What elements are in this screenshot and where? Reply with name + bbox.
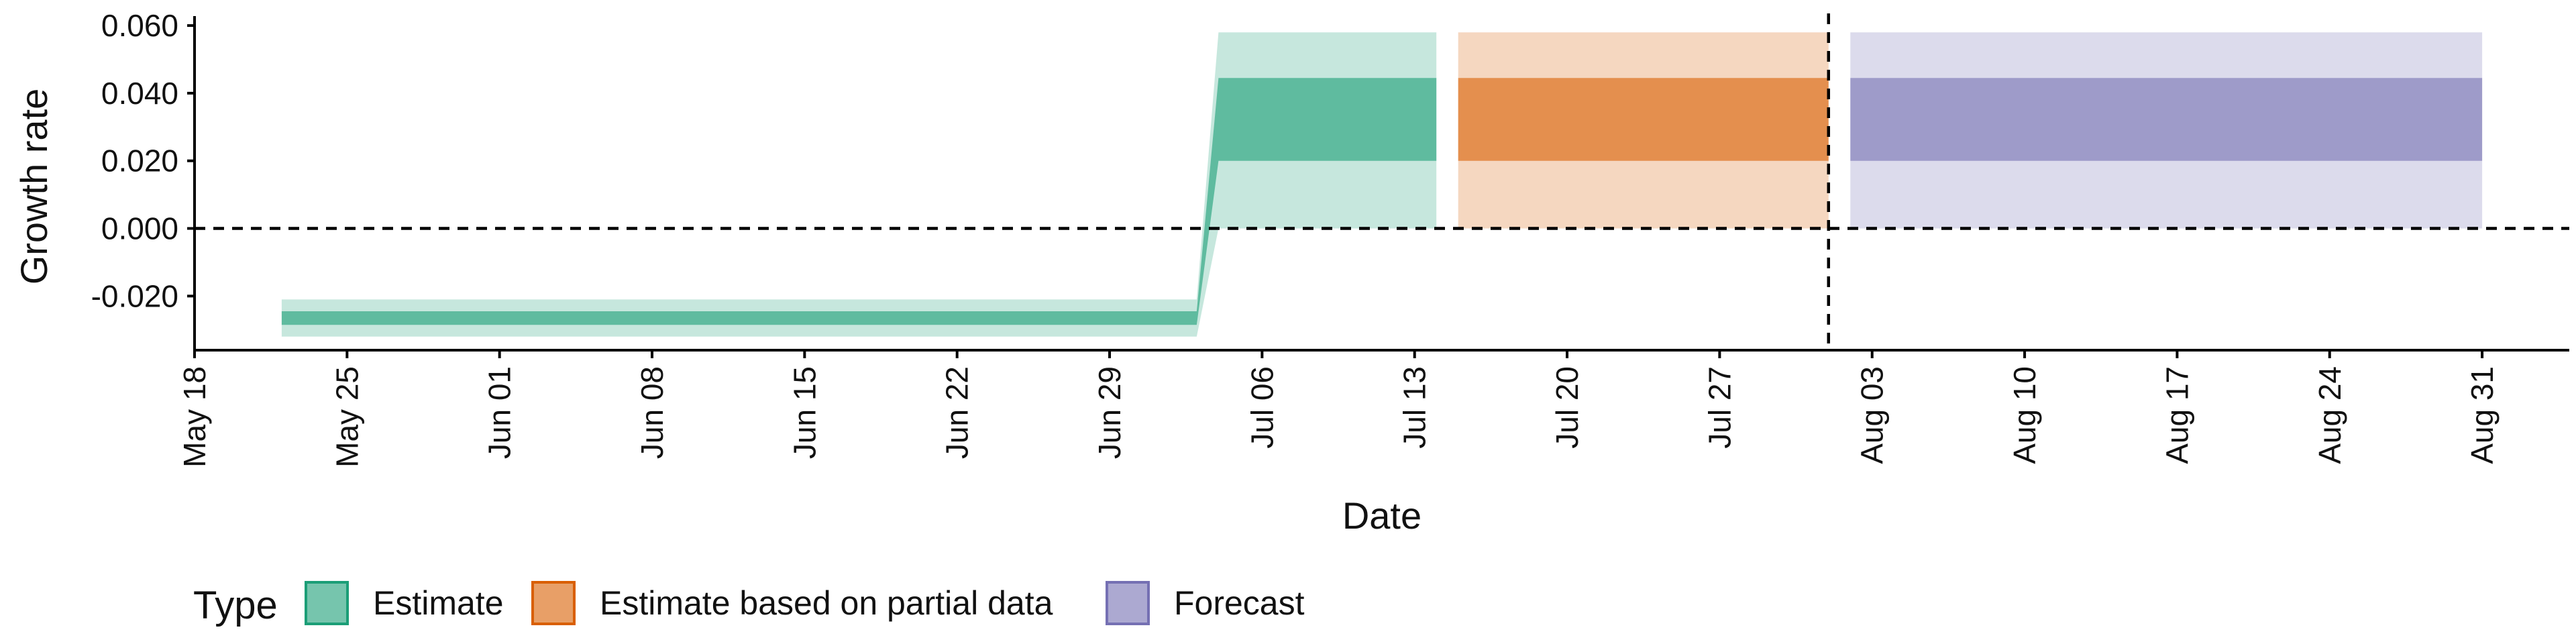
x-tick-label: Jul 06 <box>1244 366 1279 449</box>
x-tick-label: May 18 <box>177 366 212 468</box>
x-tick-label: Aug 17 <box>2159 366 2194 464</box>
x-tick-label: Jun 29 <box>1092 366 1127 459</box>
x-tick-label: Jul 27 <box>1702 366 1737 449</box>
ribbon-inner-estimate <box>281 78 1437 325</box>
ribbon-inner-estimate-based-on-partial-data <box>1458 78 1829 161</box>
series-forecast <box>1850 32 2483 229</box>
y-axis-ticks: 0.060 0.040 0.020 0.000 -0.020 <box>91 8 195 313</box>
x-tick-label: May 25 <box>329 366 364 468</box>
x-tick-label: Aug 03 <box>1855 366 1890 464</box>
legend-item: Forecast <box>1106 581 1305 625</box>
x-tick-label: Aug 10 <box>2007 366 2042 464</box>
reference-lines <box>195 13 2569 350</box>
legend: Type Estimate Estimate based on partial d… <box>193 581 1305 627</box>
series-estimate <box>281 32 1437 337</box>
x-tick-label: Jul 13 <box>1397 366 1432 449</box>
legend-item: Estimate based on partial data <box>531 581 1053 625</box>
y-axis-title: Growth rate <box>13 89 55 285</box>
legend-item: Estimate <box>305 581 504 625</box>
ribbon-inner-forecast <box>1850 78 2483 161</box>
y-tick-label: 0.060 <box>101 8 178 43</box>
legend-items: Estimate Estimate based on partial data Fo… <box>305 581 1305 625</box>
x-tick-label: Jun 15 <box>787 366 822 459</box>
y-tick-label: 0.040 <box>101 76 178 111</box>
legend-key <box>305 581 349 625</box>
x-tick-label: Aug 24 <box>2312 366 2347 464</box>
y-tick-label: -0.020 <box>91 278 178 313</box>
legend-label: Estimate <box>373 584 504 622</box>
series-estimate-based-on-partial-data <box>1458 32 1829 229</box>
legend-key <box>1106 581 1150 625</box>
x-tick-label: Aug 31 <box>2465 366 2500 464</box>
x-axis-title: Date <box>1342 494 1421 537</box>
y-tick-label: 0.000 <box>101 211 178 246</box>
ribbon-layer <box>281 32 2483 337</box>
legend-label: Estimate based on partial data <box>600 584 1053 622</box>
y-tick-label: 0.020 <box>101 144 178 178</box>
x-tick-label: Jul 20 <box>1550 366 1585 449</box>
ribbon-outer-estimate <box>281 32 1437 337</box>
x-tick-label: Jun 01 <box>482 366 517 459</box>
legend-key <box>531 581 576 625</box>
legend-title: Type <box>193 584 278 627</box>
legend-label: Forecast <box>1174 584 1305 622</box>
x-tick-label: Jun 08 <box>635 366 669 459</box>
x-axis-ticks: May 18 May 25 Jun 01 Jun 08 Jun 15 Jun 22 Jun … <box>177 350 2500 468</box>
x-tick-label: Jun 22 <box>940 366 975 459</box>
